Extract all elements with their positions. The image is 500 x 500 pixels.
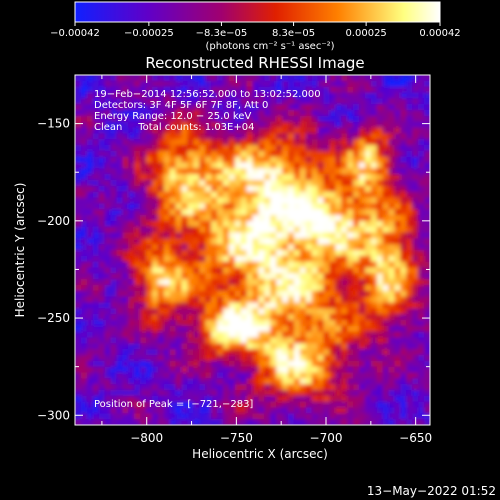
- colorbar-tick-label: −0.00042: [50, 28, 100, 39]
- peak-position-label: Position of Peak = [−721,−283]: [94, 399, 253, 410]
- x-axis-label: Heliocentric X (arcsec): [192, 447, 328, 461]
- annotation-clean: Clean Total counts: 1.03E+04: [94, 122, 254, 133]
- colorbar-tick-label: −0.00025: [124, 28, 174, 39]
- colorbar-tick-label: 8.3e−05: [272, 28, 315, 39]
- y-tick-label: −150: [37, 117, 70, 131]
- annotation-detectors: Detectors: 3F 4F 5F 6F 7F 8F, Att 0: [94, 100, 268, 111]
- x-tick-label: −750: [220, 431, 253, 445]
- plot-frame: [74, 74, 431, 426]
- chart-title: Reconstructed RHESSI Image: [145, 54, 364, 72]
- x-tick-label: −800: [130, 431, 163, 445]
- colorbar-ticks: −0.00042 −0.00025 −8.3e−05 8.3e−05 0.00025 0.…: [50, 22, 461, 39]
- colorbar-tick-label: 0.00042: [419, 28, 460, 39]
- axis-ticks: −800 −750 −700 −650 −150 −200 −250 −300: [37, 74, 432, 445]
- annotation-energy: Energy Range: 12.0 − 25.0 keV: [94, 111, 251, 122]
- colorbar: [74, 1, 441, 23]
- y-axis-label: Heliocentric Y (arcsec): [13, 183, 27, 318]
- y-tick-label: −200: [37, 214, 70, 228]
- x-tick-label: −650: [399, 431, 432, 445]
- annotation-time: 19−Feb−2014 12:56:52.000 to 13:02:52.000: [94, 89, 321, 100]
- colorbar-units: (photons cm⁻² s⁻¹ asec⁻²): [205, 41, 334, 52]
- y-tick-label: −250: [37, 311, 70, 325]
- colorbar-tick-label: −8.3e−05: [196, 28, 248, 39]
- x-tick-label: −700: [310, 431, 343, 445]
- colorbar-tick-label: 0.00025: [345, 28, 386, 39]
- y-tick-label: −300: [37, 408, 70, 422]
- footer-date: 13−May−2022 01:52: [367, 484, 496, 498]
- heatmap: [75, 75, 430, 425]
